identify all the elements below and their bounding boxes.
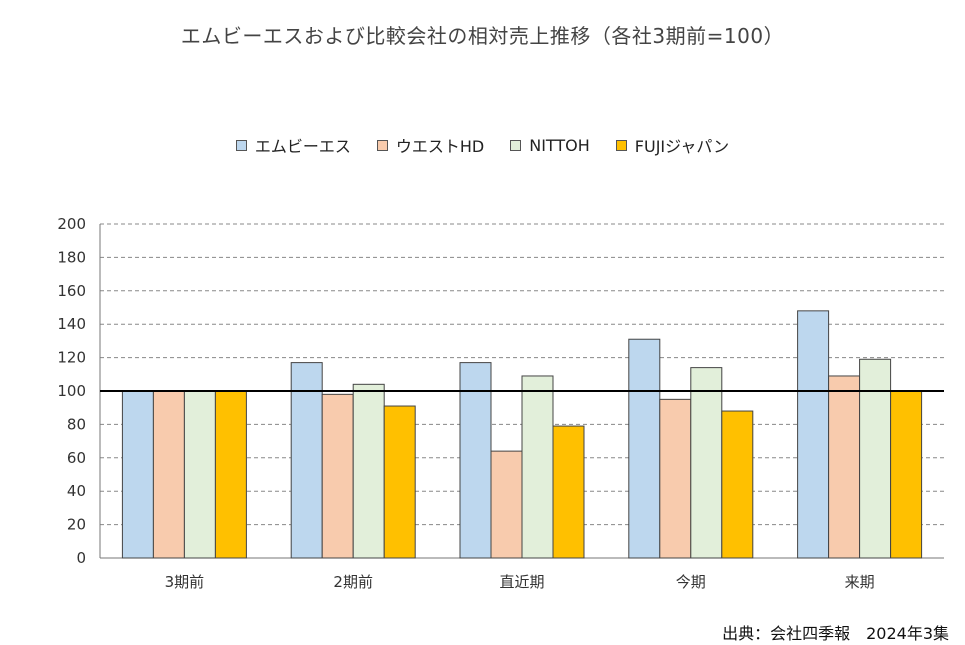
legend-label: FUJIジャパン bbox=[634, 137, 730, 156]
y-tick-label: 100 bbox=[57, 382, 86, 400]
y-tick-label: 60 bbox=[67, 449, 86, 467]
legend-label: エムビーエス bbox=[254, 137, 351, 156]
x-tick-label: 来期 bbox=[845, 573, 875, 591]
legend-swatch bbox=[615, 139, 627, 151]
bar bbox=[383, 405, 416, 559]
legend-item: NITTOH bbox=[510, 133, 590, 157]
x-tick-label: 2期前 bbox=[333, 573, 373, 591]
x-tick-label: 3期前 bbox=[165, 573, 205, 591]
bar bbox=[183, 390, 216, 559]
bar bbox=[214, 390, 247, 559]
y-tick-label: 200 bbox=[57, 215, 86, 233]
legend-item: エムビーエス bbox=[235, 133, 351, 157]
bar bbox=[490, 450, 523, 559]
legend-item: ウエストHD bbox=[376, 133, 485, 157]
y-tick-label: 80 bbox=[67, 415, 86, 433]
legend: エムビーエス ウエストHD NITTOH FUJIジャパン bbox=[0, 133, 965, 157]
bar bbox=[859, 358, 892, 559]
source-note: 出典：会社四季報 2024年3集 bbox=[722, 624, 949, 643]
bar bbox=[152, 390, 185, 559]
x-tick-label: 直近期 bbox=[499, 573, 544, 591]
y-tick-label: 180 bbox=[57, 248, 86, 266]
y-tick-label: 0 bbox=[76, 549, 86, 567]
bar bbox=[690, 367, 723, 559]
bar bbox=[828, 375, 861, 559]
x-tick-label: 今期 bbox=[676, 573, 706, 591]
legend-item: FUJIジャパン bbox=[615, 133, 730, 157]
bar bbox=[659, 398, 692, 559]
y-tick-label: 160 bbox=[57, 282, 86, 300]
bar bbox=[890, 390, 923, 559]
bar bbox=[521, 375, 554, 559]
bar bbox=[797, 310, 830, 559]
legend-swatch bbox=[510, 139, 522, 151]
bar bbox=[459, 362, 492, 559]
y-tick-label: 20 bbox=[67, 516, 86, 534]
legend-label: NITTOH bbox=[529, 135, 590, 155]
bar bbox=[321, 393, 354, 559]
bar bbox=[628, 338, 661, 559]
bar bbox=[290, 362, 323, 559]
legend-swatch bbox=[376, 139, 388, 151]
legend-label: ウエストHD bbox=[395, 137, 485, 156]
y-tick-label: 120 bbox=[57, 349, 86, 367]
bar bbox=[352, 383, 385, 559]
chart-title: エムビーエスおよび比較会社の相対売上推移（各社3期前=100） bbox=[180, 24, 785, 48]
bar bbox=[552, 425, 585, 559]
y-tick-label: 140 bbox=[57, 315, 86, 333]
bar bbox=[721, 410, 754, 559]
legend-swatch bbox=[235, 139, 247, 151]
y-tick-label: 40 bbox=[67, 482, 86, 500]
bar bbox=[121, 390, 154, 559]
